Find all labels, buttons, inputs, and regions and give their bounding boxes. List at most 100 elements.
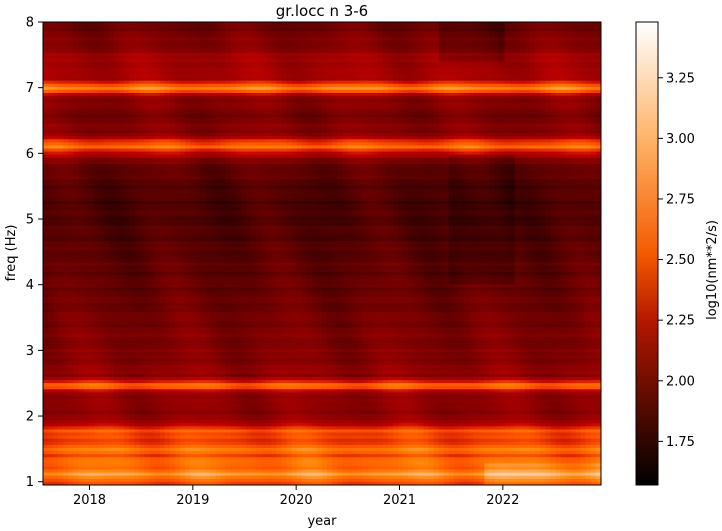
heatmap-cell — [159, 77, 166, 82]
heatmap-cell — [78, 28, 85, 32]
heatmap-cell — [139, 99, 146, 103]
heatmap-cell — [398, 40, 404, 45]
heatmap-cell — [68, 34, 75, 39]
heatmap-cell — [73, 148, 80, 153]
heatmap-cell — [347, 148, 354, 153]
heatmap-cell — [296, 99, 303, 103]
heatmap-cell — [306, 99, 313, 103]
heatmap-cell — [362, 62, 369, 66]
heatmap-cell — [114, 28, 120, 32]
heatmap-cell — [504, 117, 511, 122]
heatmap-cell — [68, 102, 75, 106]
heatmap-cell — [524, 111, 531, 116]
heatmap-cell — [276, 34, 283, 39]
heatmap-cell — [154, 62, 161, 66]
heatmap-cell — [403, 28, 409, 32]
heatmap-cell — [144, 102, 151, 106]
heatmap-cell — [585, 25, 592, 29]
heatmap-cell — [250, 86, 257, 91]
heatmap-cell — [570, 68, 577, 72]
heatmap-cell — [68, 83, 75, 88]
heatmap-cell — [58, 120, 64, 125]
heatmap-cell — [256, 133, 262, 137]
heatmap-cell — [580, 80, 587, 85]
heatmap-cell — [519, 111, 526, 116]
heatmap-cell — [271, 114, 277, 119]
heatmap-cell — [48, 114, 54, 119]
heatmap-cell — [342, 62, 348, 66]
heatmap-cell — [185, 102, 191, 106]
heatmap-cell — [291, 117, 298, 122]
heatmap-cell — [296, 37, 303, 42]
heatmap-cell — [458, 96, 465, 100]
heatmap-cell — [210, 102, 217, 106]
heatmap-cell — [474, 71, 480, 76]
heatmap-cell — [63, 157, 69, 162]
heatmap-cell — [88, 130, 95, 134]
heatmap-cell — [509, 96, 516, 100]
heatmap-cell — [342, 130, 348, 134]
heatmap-cell — [88, 92, 95, 97]
heatmap-cell — [423, 102, 430, 106]
heatmap-cell — [438, 102, 445, 106]
heatmap-cell — [291, 120, 298, 125]
heatmap-cell — [540, 92, 546, 97]
heatmap-cell — [529, 25, 536, 29]
heatmap-cell — [474, 89, 480, 94]
heatmap-cell — [469, 74, 475, 79]
heatmap-cell — [291, 108, 298, 113]
heatmap-cell — [347, 37, 354, 42]
heatmap-cell — [291, 92, 298, 97]
heatmap-cell — [438, 80, 445, 85]
heatmap-cell — [565, 25, 572, 29]
heatmap-cell — [296, 80, 303, 85]
heatmap-cell — [169, 99, 176, 103]
heatmap-cell — [164, 83, 171, 88]
heatmap-cell — [550, 114, 556, 119]
heatmap-cell — [342, 108, 348, 113]
heatmap-cell — [220, 49, 227, 54]
heatmap-cell — [48, 43, 54, 48]
heatmap-cell — [509, 65, 516, 69]
heatmap-cell — [98, 126, 105, 131]
heatmap-cell — [114, 148, 120, 153]
heatmap-cell — [73, 77, 80, 82]
heatmap-cell — [240, 111, 247, 116]
heatmap-cell — [398, 123, 404, 128]
heatmap-cell — [215, 120, 222, 125]
heatmap-cell — [443, 157, 450, 162]
heatmap-cell — [387, 114, 394, 119]
heatmap-cell — [230, 83, 237, 88]
heatmap-cell — [438, 59, 445, 63]
heatmap-cell — [514, 145, 521, 150]
heatmap-cell — [134, 46, 140, 51]
heatmap-cell — [311, 37, 318, 42]
heatmap-cell — [164, 151, 171, 156]
heatmap-cell — [418, 25, 425, 29]
heatmap-cell — [240, 160, 247, 165]
heatmap-cell — [469, 136, 475, 140]
heatmap-cell — [119, 154, 125, 159]
heatmap-cell — [281, 28, 288, 32]
heatmap-cell — [347, 151, 354, 156]
heatmap-cell — [590, 99, 597, 103]
heatmap-cell — [580, 151, 587, 156]
heatmap-cell — [448, 126, 455, 131]
heatmap-cell — [575, 65, 582, 69]
heatmap-cell — [306, 154, 313, 159]
heatmap-cell — [98, 83, 105, 88]
heatmap-cell — [489, 37, 496, 42]
heatmap-cell — [78, 105, 85, 110]
heatmap-cell — [205, 151, 211, 156]
heatmap-cell — [367, 136, 374, 140]
heatmap-cell — [372, 43, 379, 48]
heatmap-cell — [48, 157, 54, 162]
heatmap-cell — [398, 148, 404, 153]
heatmap-cell — [560, 151, 567, 156]
heatmap-cell — [174, 157, 181, 162]
heatmap-cell — [448, 80, 455, 85]
heatmap-cell — [529, 139, 536, 143]
heatmap-cell — [124, 123, 130, 128]
heatmap-cell — [129, 77, 135, 82]
heatmap-cell — [230, 25, 237, 29]
